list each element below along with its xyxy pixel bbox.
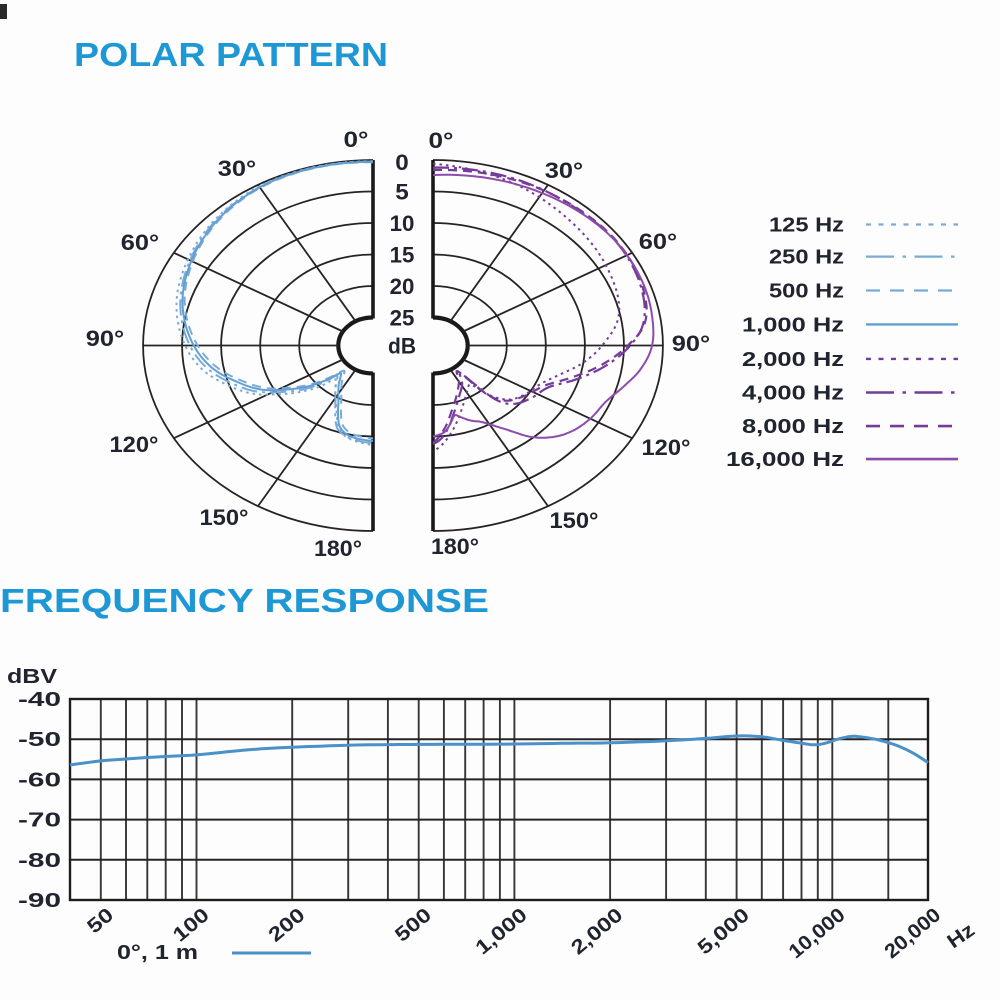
svg-text:dBV: dBV [7, 666, 58, 688]
svg-text:50: 50 [83, 904, 118, 938]
svg-text:1,000: 1,000 [472, 904, 532, 959]
svg-text:25: 25 [390, 306, 415, 331]
svg-text:20,000: 20,000 [881, 904, 946, 963]
svg-text:1,000 Hz: 1,000 Hz [742, 314, 844, 336]
svg-text:180°: 180° [314, 536, 362, 561]
svg-text:120°: 120° [110, 432, 159, 457]
svg-text:0°, 1 m: 0°, 1 m [117, 942, 198, 964]
svg-text:120°: 120° [642, 435, 691, 460]
svg-text:150°: 150° [550, 508, 599, 533]
svg-text:30°: 30° [218, 156, 256, 181]
svg-text:60°: 60° [639, 229, 677, 254]
svg-text:4,000 Hz: 4,000 Hz [742, 383, 844, 405]
svg-text:2,000 Hz: 2,000 Hz [742, 349, 844, 371]
svg-text:150°: 150° [200, 505, 249, 530]
svg-text:125 Hz: 125 Hz [769, 215, 844, 237]
svg-text:0: 0 [395, 150, 409, 175]
svg-text:10,000: 10,000 [785, 904, 850, 963]
svg-text:200: 200 [265, 904, 310, 947]
svg-text:0°: 0° [429, 128, 454, 153]
svg-text:-70: -70 [18, 810, 61, 832]
svg-text:16,000 Hz: 16,000 Hz [726, 449, 844, 471]
svg-text:5,000: 5,000 [694, 904, 754, 959]
svg-text:Hz: Hz [943, 919, 979, 953]
svg-text:8,000 Hz: 8,000 Hz [742, 416, 844, 438]
svg-text:0°: 0° [344, 127, 369, 152]
svg-text:500: 500 [391, 904, 436, 947]
svg-text:FREQUENCY RESPONSE: FREQUENCY RESPONSE [0, 582, 489, 619]
svg-text:15: 15 [390, 243, 415, 268]
svg-text:10: 10 [390, 211, 415, 236]
svg-text:-90: -90 [18, 890, 61, 912]
svg-text:dB: dB [388, 334, 416, 359]
svg-text:30°: 30° [545, 158, 583, 183]
svg-text:250 Hz: 250 Hz [769, 247, 844, 269]
svg-text:180°: 180° [431, 534, 479, 559]
svg-text:90°: 90° [86, 326, 124, 351]
svg-text:-50: -50 [18, 729, 61, 751]
svg-text:500 Hz: 500 Hz [769, 281, 844, 303]
svg-text:100: 100 [169, 904, 214, 947]
svg-text:5: 5 [395, 180, 409, 205]
svg-text:60°: 60° [121, 230, 159, 255]
svg-text:2,000: 2,000 [567, 904, 627, 959]
svg-text:POLAR PATTERN: POLAR PATTERN [74, 36, 388, 73]
svg-text:-60: -60 [18, 769, 61, 791]
svg-text:-80: -80 [18, 850, 61, 872]
svg-text:90°: 90° [672, 331, 710, 356]
svg-text:20: 20 [390, 274, 415, 299]
svg-text:-40: -40 [18, 689, 61, 711]
